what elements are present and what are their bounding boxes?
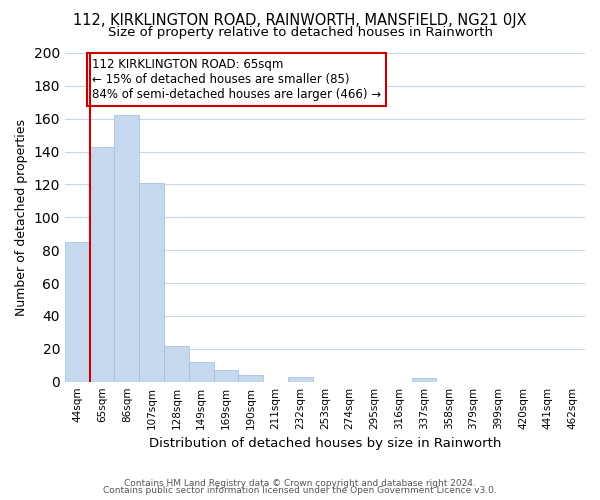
Bar (238, 375, 263, 382)
Bar (139, 183, 164, 382)
Text: Contains HM Land Registry data © Crown copyright and database right 2024.: Contains HM Land Registry data © Crown c… (124, 478, 476, 488)
Bar (115, 116, 139, 382)
Bar (288, 377, 313, 382)
X-axis label: Distribution of detached houses by size in Rainworth: Distribution of detached houses by size … (149, 437, 501, 450)
Text: 112, KIRKLINGTON ROAD, RAINWORTH, MANSFIELD, NG21 0JX: 112, KIRKLINGTON ROAD, RAINWORTH, MANSFI… (73, 12, 527, 28)
Bar (412, 378, 436, 382)
Y-axis label: Number of detached properties: Number of detached properties (15, 119, 28, 316)
Text: 112 KIRKLINGTON ROAD: 65sqm
← 15% of detached houses are smaller (85)
84% of sem: 112 KIRKLINGTON ROAD: 65sqm ← 15% of det… (92, 58, 381, 101)
Text: Size of property relative to detached houses in Rainworth: Size of property relative to detached ho… (107, 26, 493, 39)
Bar (164, 346, 189, 382)
Bar (189, 362, 214, 382)
Bar (65, 242, 89, 382)
Text: Contains public sector information licensed under the Open Government Licence v3: Contains public sector information licen… (103, 486, 497, 495)
Bar (89, 146, 115, 382)
Bar (214, 370, 238, 382)
